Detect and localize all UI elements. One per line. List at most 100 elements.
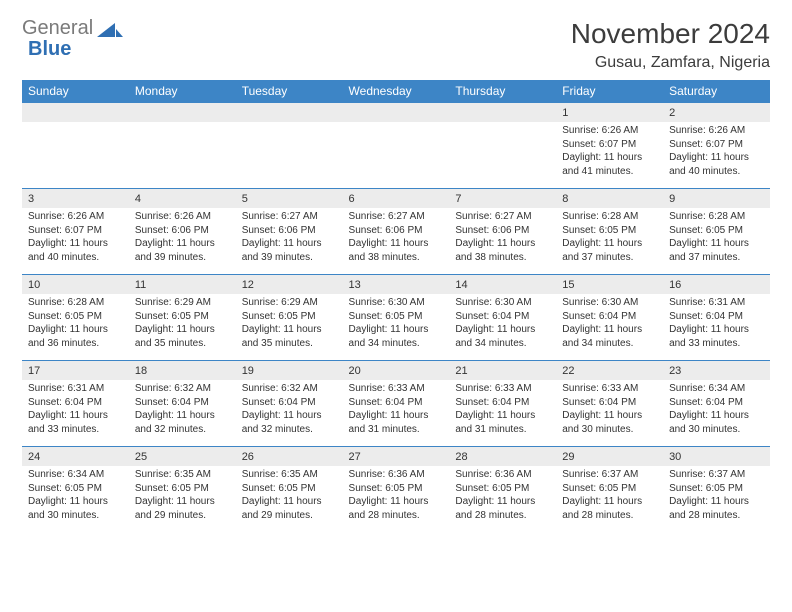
day-number-cell: 27 [343,447,450,467]
daynum-row: 10111213141516 [22,275,770,295]
sunset-text: Sunset: 6:05 PM [242,310,337,324]
daynum-row: 12 [22,103,770,123]
day-detail-cell: Sunrise: 6:31 AMSunset: 6:04 PMDaylight:… [22,380,129,447]
day-number-cell: 1 [556,103,663,123]
day2-text: and 28 minutes. [562,509,657,523]
title-block: November 2024 Gusau, Zamfara, Nigeria [571,18,770,72]
day-number-cell: 8 [556,189,663,209]
day2-text: and 29 minutes. [135,509,230,523]
day-number-cell: 2 [663,103,770,123]
day-number-cell: 30 [663,447,770,467]
sunrise-text: Sunrise: 6:28 AM [28,296,123,310]
day2-text: and 28 minutes. [349,509,444,523]
sunrise-text: Sunrise: 6:37 AM [562,468,657,482]
day1-text: Daylight: 11 hours [562,409,657,423]
sunrise-text: Sunrise: 6:28 AM [669,210,764,224]
sunset-text: Sunset: 6:05 PM [562,482,657,496]
day-detail-cell: Sunrise: 6:29 AMSunset: 6:05 PMDaylight:… [236,294,343,361]
day-number-cell: 11 [129,275,236,295]
page-header: General Blue November 2024 Gusau, Zamfar… [22,18,770,72]
sunset-text: Sunset: 6:04 PM [242,396,337,410]
day1-text: Daylight: 11 hours [562,237,657,251]
day1-text: Daylight: 11 hours [242,323,337,337]
day-detail-cell: Sunrise: 6:26 AMSunset: 6:07 PMDaylight:… [556,122,663,189]
sunset-text: Sunset: 6:05 PM [28,310,123,324]
day-number-cell: 22 [556,361,663,381]
day1-text: Daylight: 11 hours [669,323,764,337]
sunrise-text: Sunrise: 6:35 AM [242,468,337,482]
day2-text: and 40 minutes. [28,251,123,265]
day-detail-cell: Sunrise: 6:32 AMSunset: 6:04 PMDaylight:… [236,380,343,447]
day-number-cell [236,103,343,123]
day-detail-cell: Sunrise: 6:34 AMSunset: 6:05 PMDaylight:… [22,466,129,532]
daynum-row: 24252627282930 [22,447,770,467]
sunrise-text: Sunrise: 6:31 AM [28,382,123,396]
weekday-header: Sunday [22,80,129,103]
sunrise-text: Sunrise: 6:30 AM [349,296,444,310]
sunset-text: Sunset: 6:04 PM [669,396,764,410]
day1-text: Daylight: 11 hours [28,409,123,423]
sunset-text: Sunset: 6:04 PM [562,310,657,324]
day-detail-cell: Sunrise: 6:26 AMSunset: 6:06 PMDaylight:… [129,208,236,275]
detail-row: Sunrise: 6:31 AMSunset: 6:04 PMDaylight:… [22,380,770,447]
day-number-cell [449,103,556,123]
day1-text: Daylight: 11 hours [242,409,337,423]
day-number-cell: 3 [22,189,129,209]
day-number-cell: 16 [663,275,770,295]
day1-text: Daylight: 11 hours [135,495,230,509]
day-number-cell [129,103,236,123]
sunrise-text: Sunrise: 6:26 AM [562,124,657,138]
sunrise-text: Sunrise: 6:31 AM [669,296,764,310]
day1-text: Daylight: 11 hours [242,495,337,509]
day1-text: Daylight: 11 hours [135,409,230,423]
day-detail-cell [129,122,236,189]
weekday-header: Thursday [449,80,556,103]
sunset-text: Sunset: 6:04 PM [455,310,550,324]
day2-text: and 37 minutes. [669,251,764,265]
day1-text: Daylight: 11 hours [28,323,123,337]
day1-text: Daylight: 11 hours [455,495,550,509]
sunrise-text: Sunrise: 6:27 AM [455,210,550,224]
detail-row: Sunrise: 6:26 AMSunset: 6:07 PMDaylight:… [22,208,770,275]
daynum-row: 17181920212223 [22,361,770,381]
day1-text: Daylight: 11 hours [349,237,444,251]
sunrise-text: Sunrise: 6:26 AM [669,124,764,138]
day-number-cell: 29 [556,447,663,467]
day-number-cell: 10 [22,275,129,295]
day2-text: and 29 minutes. [242,509,337,523]
calendar-table: Sunday Monday Tuesday Wednesday Thursday… [22,80,770,532]
day2-text: and 33 minutes. [669,337,764,351]
day2-text: and 40 minutes. [669,165,764,179]
detail-row: Sunrise: 6:26 AMSunset: 6:07 PMDaylight:… [22,122,770,189]
day1-text: Daylight: 11 hours [135,323,230,337]
day-number-cell: 24 [22,447,129,467]
day2-text: and 32 minutes. [242,423,337,437]
logo: General Blue [22,18,123,60]
sunset-text: Sunset: 6:05 PM [349,482,444,496]
sunrise-text: Sunrise: 6:29 AM [135,296,230,310]
sunrise-text: Sunrise: 6:36 AM [349,468,444,482]
day2-text: and 30 minutes. [669,423,764,437]
daynum-row: 3456789 [22,189,770,209]
day2-text: and 35 minutes. [242,337,337,351]
day-detail-cell [343,122,450,189]
day2-text: and 34 minutes. [349,337,444,351]
sunset-text: Sunset: 6:05 PM [135,482,230,496]
day1-text: Daylight: 11 hours [349,323,444,337]
sunrise-text: Sunrise: 6:27 AM [349,210,444,224]
day-detail-cell: Sunrise: 6:36 AMSunset: 6:05 PMDaylight:… [343,466,450,532]
logo-sail-icon [97,21,123,37]
day-detail-cell: Sunrise: 6:32 AMSunset: 6:04 PMDaylight:… [129,380,236,447]
day1-text: Daylight: 11 hours [669,409,764,423]
day-detail-cell: Sunrise: 6:29 AMSunset: 6:05 PMDaylight:… [129,294,236,361]
day1-text: Daylight: 11 hours [669,495,764,509]
weekday-header: Tuesday [236,80,343,103]
sunset-text: Sunset: 6:05 PM [242,482,337,496]
day-detail-cell [236,122,343,189]
day-detail-cell: Sunrise: 6:27 AMSunset: 6:06 PMDaylight:… [343,208,450,275]
sunset-text: Sunset: 6:07 PM [28,224,123,238]
day1-text: Daylight: 11 hours [455,323,550,337]
sunrise-text: Sunrise: 6:30 AM [562,296,657,310]
sunset-text: Sunset: 6:04 PM [135,396,230,410]
sunrise-text: Sunrise: 6:33 AM [455,382,550,396]
